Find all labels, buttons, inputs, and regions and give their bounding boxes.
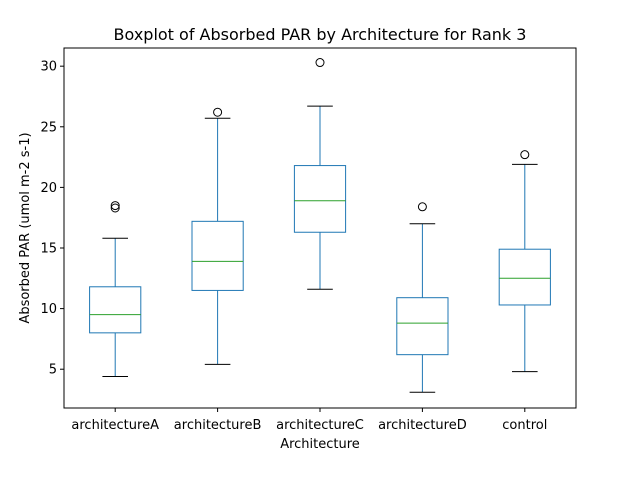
outlier-point [315,58,325,68]
outlier-point [417,202,427,212]
x-axis-label: Architecture [280,437,360,452]
x-tick-label: control [502,418,547,433]
y-tick-label: 10 [40,302,57,317]
chart-title: Boxplot of Absorbed PAR by Architecture … [114,25,527,44]
box-group-architectureD [396,202,449,393]
box-iqr [89,286,142,334]
box-iqr [191,220,244,291]
box-group-architectureB [191,107,244,365]
y-tick-label: 15 [40,242,57,257]
y-tick-label: 20 [40,181,57,196]
box-iqr [498,248,551,306]
x-tick-label: architectureD [378,418,467,433]
y-tick-label: 25 [40,120,57,135]
box-group-architectureC [293,58,347,290]
y-tick-label: 5 [49,363,57,378]
y-axis-label: Absorbed PAR (umol m-2 s-1) [18,132,33,323]
plot-area [89,58,551,393]
box-group-control [498,150,551,373]
x-tick-label: architectureB [174,418,262,433]
box-iqr [396,297,449,356]
box-group-architectureA [89,201,142,377]
y-tick-label: 30 [40,60,57,75]
x-axis: architectureA architectureB architectureC a… [71,408,547,433]
x-tick-label: architectureC [276,418,364,433]
box-iqr [293,165,347,233]
x-tick-label: architectureA [71,418,159,433]
outlier-point [110,201,120,211]
outlier-point [213,107,223,117]
outlier-point [520,150,530,160]
y-axis: 5 10 15 20 25 30 [40,60,64,378]
outlier-point [110,203,120,213]
plot-frame [63,47,577,409]
